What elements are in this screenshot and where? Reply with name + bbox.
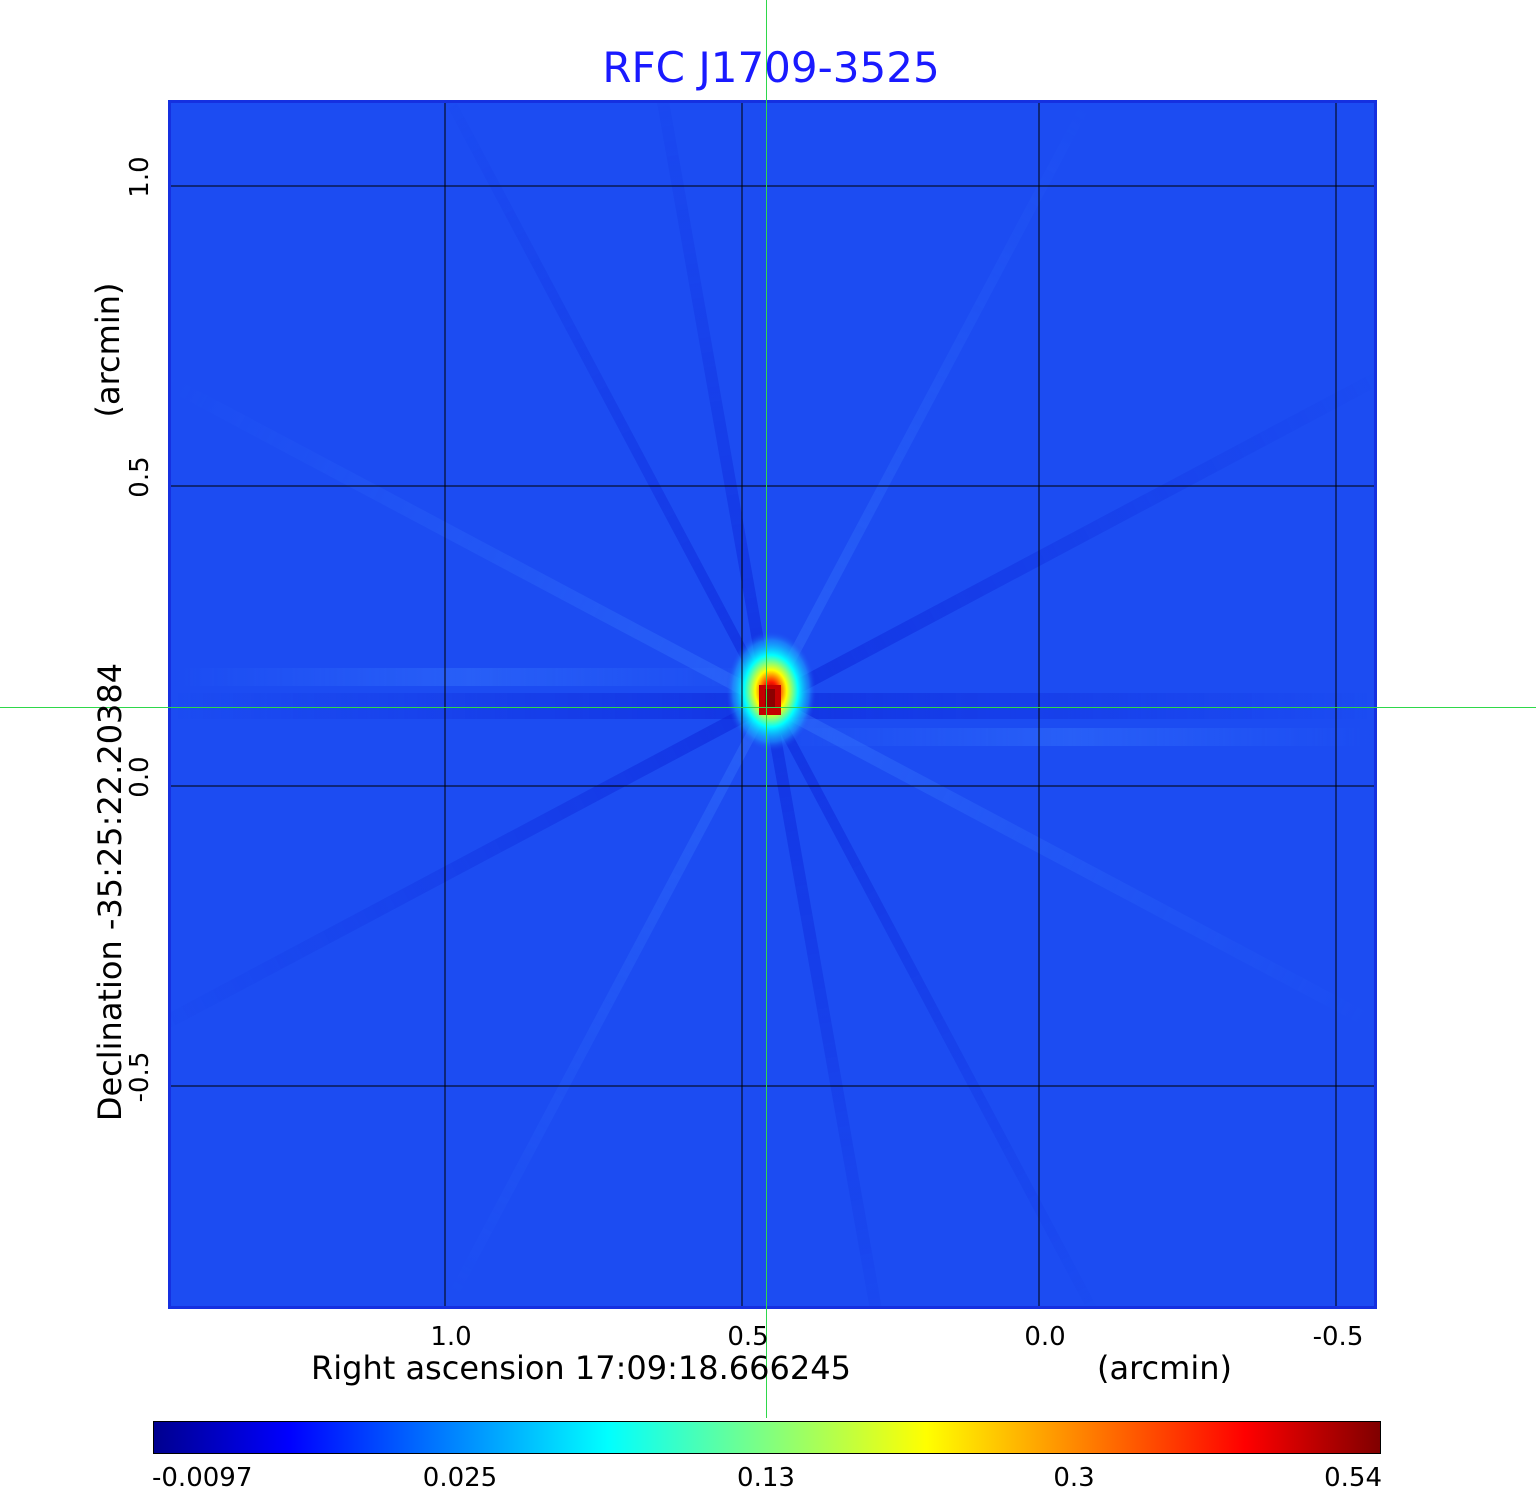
y-axis-label: Declination -35:25:22.20384 [91,662,129,1122]
x-axis-label: Right ascension 17:09:18.666245 [311,1349,851,1387]
sky-image[interactable] [168,100,1377,1309]
colorbar-tick-label: 0.54 [1324,1463,1382,1493]
colorbar [153,1421,1381,1454]
y-tick-label: -0.5 [125,1051,155,1103]
x-tick-label: 0.0 [1024,1322,1066,1352]
y-axis-unit: (arcmin) [89,282,127,418]
y-tick-label: 0.0 [125,756,155,798]
x-tick-label: -0.5 [1312,1322,1364,1352]
colorbar-tick-label: 0.025 [422,1463,498,1493]
x-tick-label: 0.5 [727,1322,769,1352]
coordinate-grid [171,103,1374,1306]
crosshair-vertical [766,0,767,1418]
colorbar-tick-label: 0.13 [737,1463,795,1493]
sky-image-canvas [171,103,1374,1306]
image-title: RFC J1709-3525 [602,43,940,92]
point-source [726,631,816,751]
y-tick-label: 1.0 [125,156,155,198]
colorbar-tick-label: 0.3 [1053,1463,1095,1493]
crosshair-horizontal [0,707,1536,708]
x-axis-unit: (arcmin) [1097,1349,1232,1387]
y-tick-label: 0.5 [125,456,155,498]
colorbar-tick-label: -0.0097 [152,1463,253,1493]
x-tick-label: 1.0 [430,1322,472,1352]
